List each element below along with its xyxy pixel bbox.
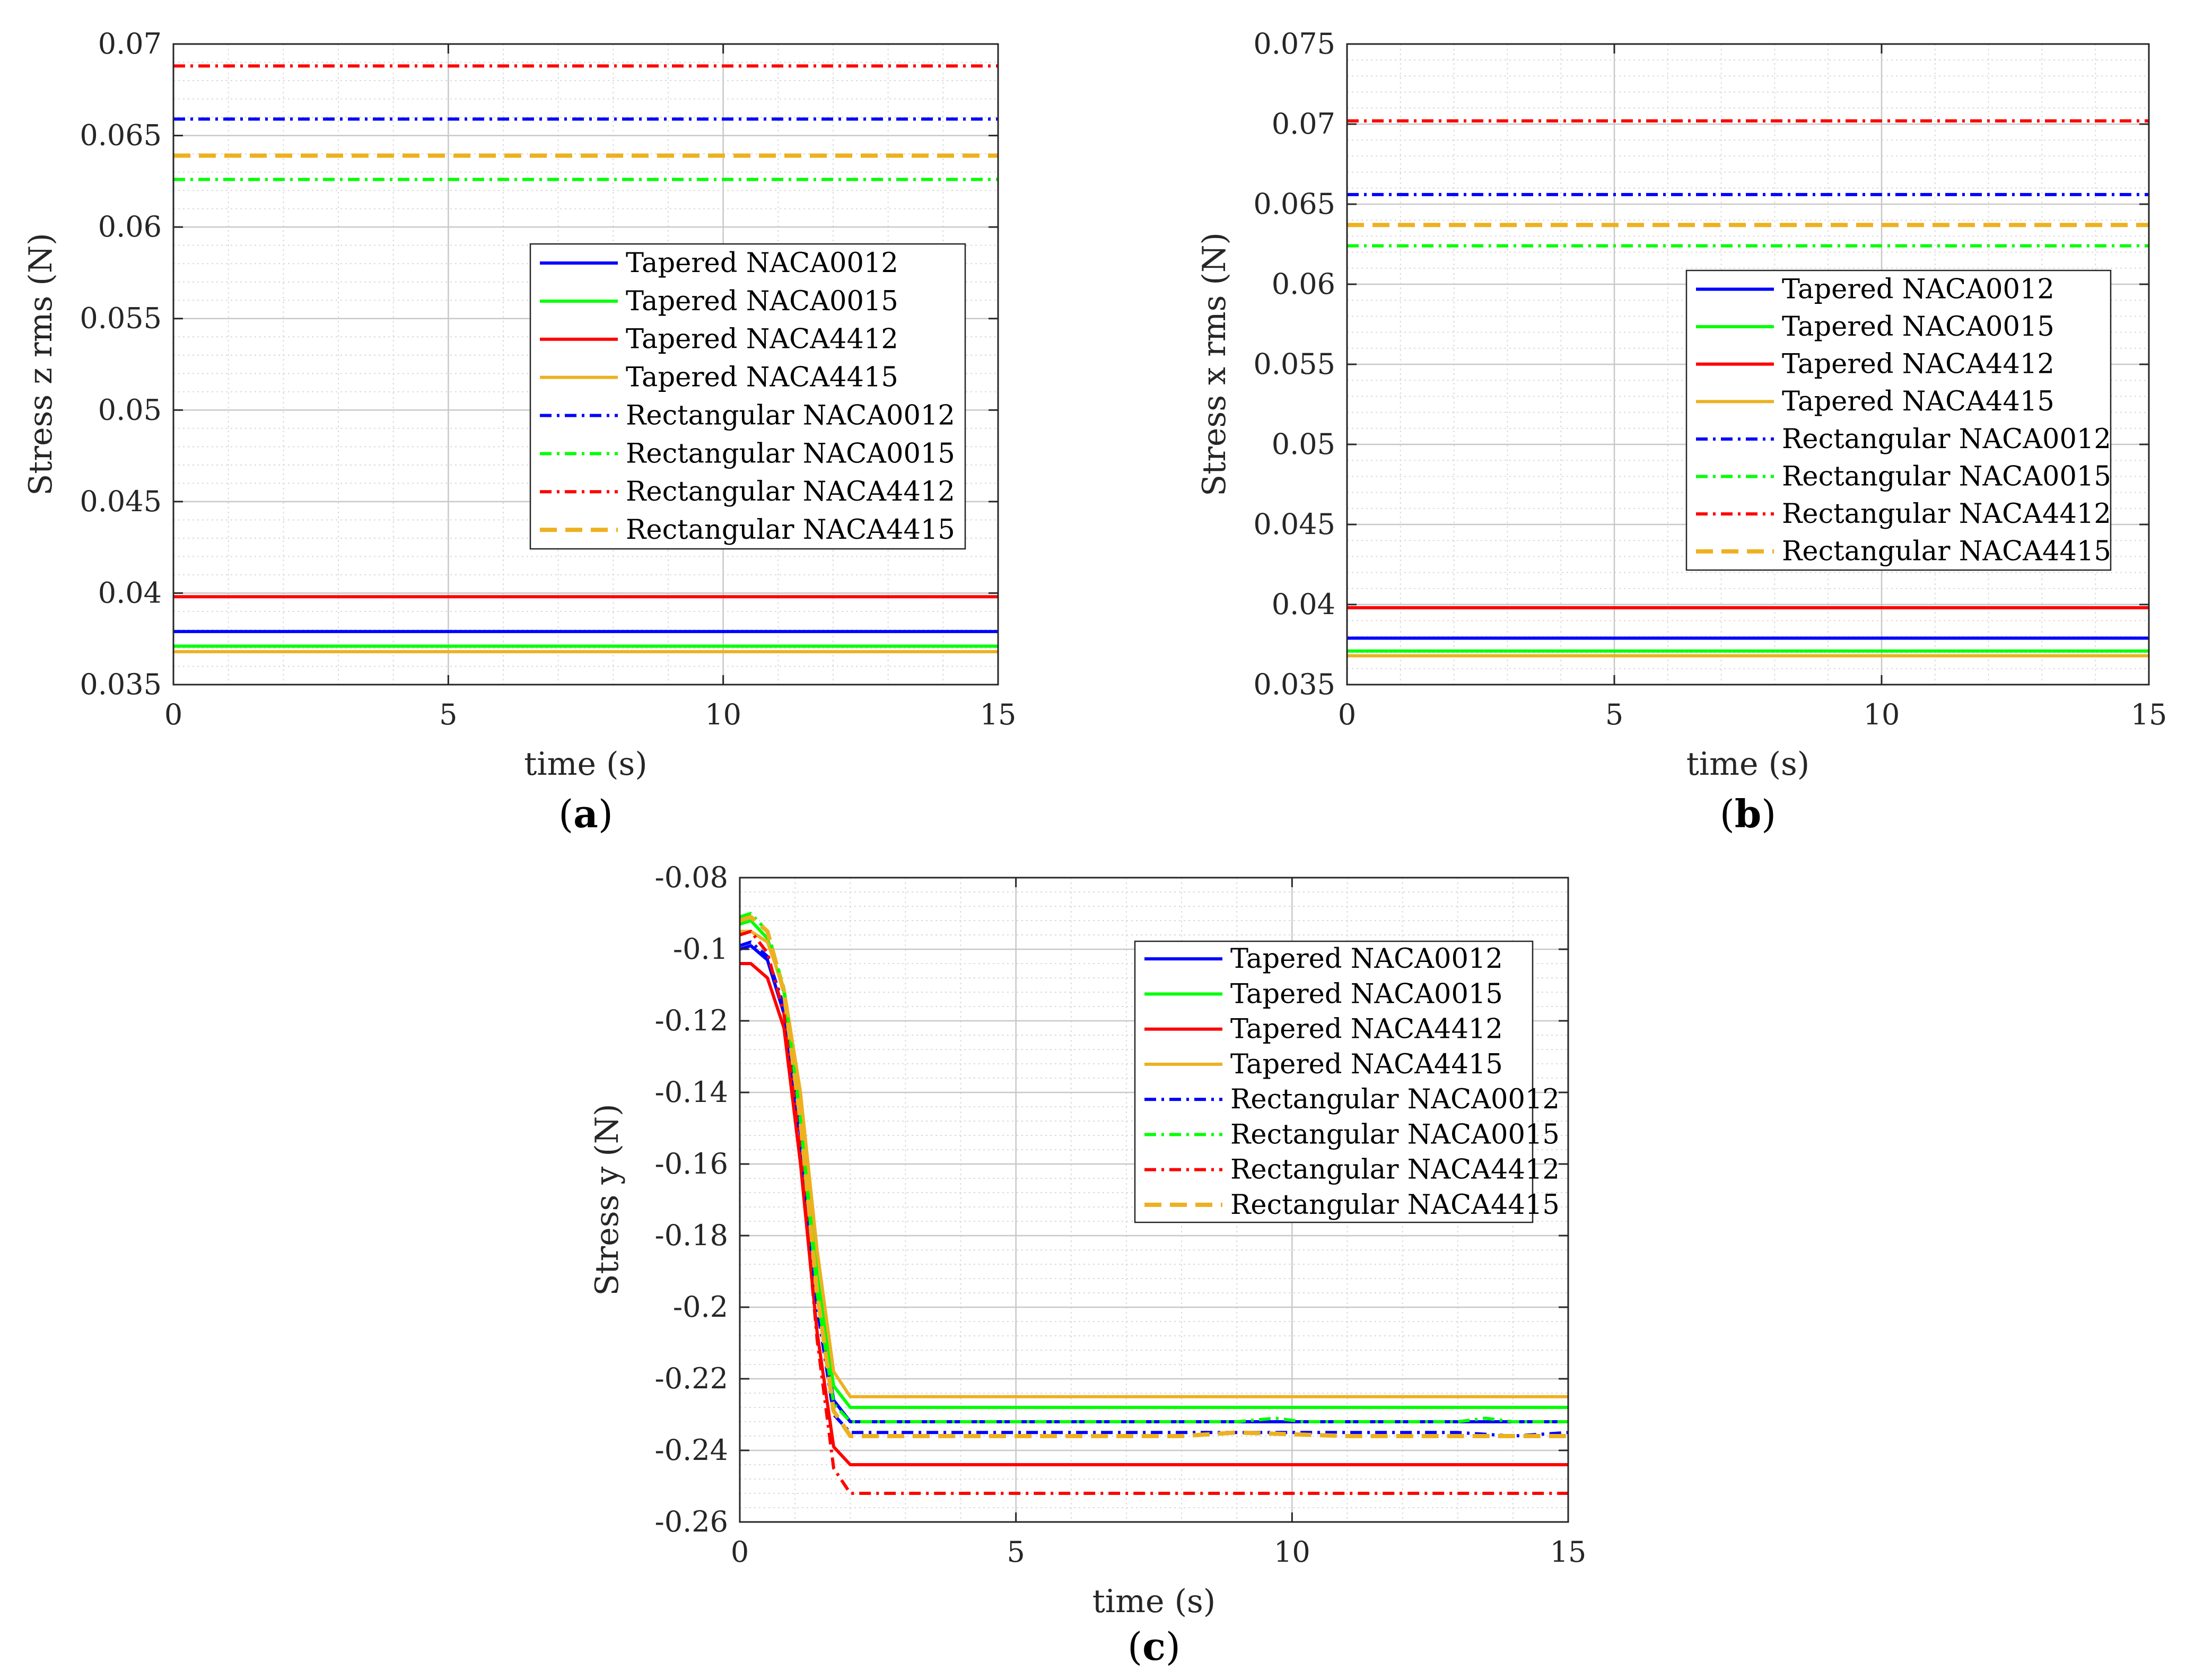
y-tick-label: 0.045 (1253, 508, 1335, 541)
y-axis-label: Stress y (N) (589, 1104, 626, 1296)
y-tick-label: -0.26 (655, 1505, 728, 1538)
legend: Tapered NACA0012 Tapered NACA0015 Tapered … (1685, 269, 2112, 571)
y-tick-label: -0.22 (655, 1362, 728, 1395)
y-tick-label: 0.035 (1253, 668, 1335, 701)
legend-entry-label: Tapered NACA0015 (626, 286, 898, 317)
x-tick-label: 15 (980, 698, 1017, 731)
legend-box (529, 243, 966, 550)
y-tick-label: -0.12 (655, 1004, 728, 1037)
panel-label: (b) (1720, 791, 1777, 836)
legend-entry-label: Tapered NACA4412 (1782, 349, 2054, 380)
y-tick-label: -0.1 (673, 932, 728, 966)
y-axis-label: Stress z rms (N) (22, 233, 59, 496)
x-tick-label: 10 (1864, 698, 1900, 731)
legend-entry-label: Tapered NACA4412 (626, 324, 898, 355)
legend-entry-label: Tapered NACA0012 (1782, 274, 2054, 305)
legend-entry-label: Rectangular NACA0015 (1782, 461, 2111, 492)
x-tick-label: 5 (1605, 698, 1623, 731)
legend-entry-label: Tapered NACA0012 (1230, 943, 1503, 975)
legend-entry-label: Rectangular NACA0015 (626, 438, 955, 469)
x-tick-label: 15 (2131, 698, 2167, 731)
legend-entry-label: Tapered NACA0012 (626, 248, 898, 279)
series-group (1347, 119, 2149, 658)
x-axis-label: time (s) (1686, 746, 1809, 783)
legend-entry-label: Rectangular NACA4412 (626, 476, 955, 508)
legend-entry-label: Rectangular NACA4415 (1782, 536, 2111, 567)
y-tick-label: 0.065 (80, 119, 162, 152)
x-tick-label: 0 (164, 698, 182, 731)
x-tick-label: 15 (1550, 1535, 1587, 1569)
panel-label: (a) (558, 791, 613, 836)
x-axis-label: time (s) (1092, 1583, 1216, 1620)
y-tick-label: -0.16 (655, 1147, 728, 1180)
legend-box (1134, 940, 1534, 1223)
series-line-rectangular-naca4412 (739, 930, 1568, 1495)
panel-a: 0 5 10 15 0.035 0.04 0.045 0.05 0.055 0.06 0.065 0.… (22, 27, 1016, 836)
y-tick-label: 0.05 (98, 393, 162, 426)
panel-label: (c) (1127, 1624, 1181, 1669)
y-tick-label: 0.055 (1253, 347, 1335, 381)
legend-entry-label: Rectangular NACA0012 (1782, 424, 2111, 455)
panel-c: 0 5 10 15 -0.26 -0.24 -0.22 -0.2 -0.18 -0.16 -0.14… (589, 861, 1586, 1669)
y-tick-label: 0.07 (98, 27, 162, 60)
legend-entry-label: Rectangular NACA0012 (626, 400, 955, 431)
x-tick-label: 0 (731, 1535, 749, 1569)
x-axis-label: time (s) (524, 746, 647, 783)
legend-box (1685, 269, 2112, 571)
x-tick-label: 0 (1338, 698, 1356, 731)
y-tick-label: -0.18 (655, 1219, 728, 1252)
legend-entry-label: Rectangular NACA4415 (626, 514, 955, 546)
y-axis-label: Stress x rms (N) (1196, 232, 1233, 496)
y-tick-label: 0.045 (80, 485, 162, 518)
legend: Tapered NACA0012 Tapered NACA0015 Tapered … (529, 243, 966, 550)
legend-entry-label: Tapered NACA4415 (626, 362, 898, 393)
axes-box (739, 877, 1569, 1523)
y-tick-label: 0.065 (1253, 187, 1335, 221)
y-tick-label: 0.075 (1253, 27, 1335, 60)
y-tick-label: 0.04 (98, 576, 162, 609)
x-tick-label: 10 (1274, 1535, 1310, 1569)
y-tick-label: 0.035 (80, 668, 162, 701)
legend-entry-label: Tapered NACA0015 (1230, 978, 1503, 1010)
legend-entry-label: Rectangular NACA4412 (1230, 1154, 1560, 1186)
legend-entry-label: Tapered NACA0015 (1782, 311, 2054, 343)
x-tick-label: 10 (705, 698, 741, 731)
y-tick-label: 0.06 (1272, 267, 1335, 301)
y-tick-label: 0.05 (1272, 427, 1335, 461)
series-group (739, 912, 1569, 1495)
series-group (173, 64, 998, 653)
y-tick-label: 0.06 (98, 210, 162, 243)
legend-entry-label: Rectangular NACA0015 (1230, 1119, 1560, 1150)
legend-entry-label: Rectangular NACA4415 (1230, 1189, 1560, 1221)
legend-entry-label: Rectangular NACA0012 (1230, 1084, 1560, 1115)
y-tick-label: -0.14 (655, 1075, 728, 1109)
y-tick-label: 0.04 (1272, 588, 1335, 621)
series-line-tapered-naca4415 (740, 930, 1568, 1398)
legend-entry-label: Tapered NACA4415 (1230, 1049, 1503, 1080)
series-line-rectangular-naca4415 (739, 915, 1568, 1438)
axes-box (172, 43, 999, 686)
x-tick-label: 5 (439, 698, 457, 731)
x-tick-label: 5 (1007, 1535, 1025, 1569)
panel-b: 0 5 10 15 0.035 0.04 0.045 0.05 0.055 0.06 0.065 0.… (1196, 27, 2167, 836)
legend-entry-label: Tapered NACA4415 (1782, 386, 2054, 417)
y-tick-label: -0.2 (673, 1290, 728, 1324)
y-tick-label: -0.24 (655, 1433, 728, 1467)
y-tick-label: 0.07 (1272, 107, 1335, 141)
legend-entry-label: Tapered NACA4412 (1230, 1014, 1503, 1045)
y-tick-label: 0.055 (80, 302, 162, 335)
legend-entry-label: Rectangular NACA4412 (1782, 498, 2111, 530)
y-tick-label: -0.08 (655, 861, 728, 894)
